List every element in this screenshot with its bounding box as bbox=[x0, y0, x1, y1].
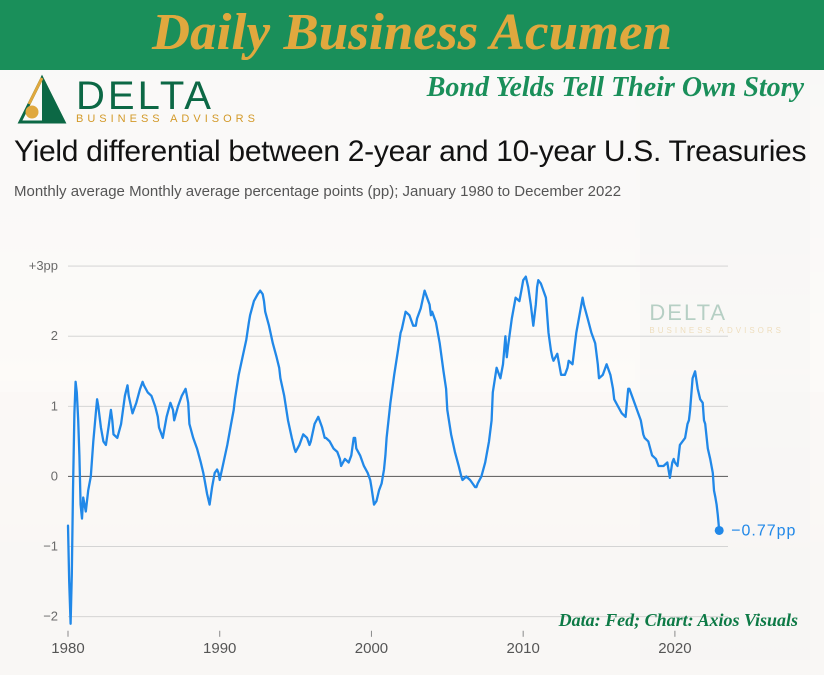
logo-brand-text: DELTA bbox=[76, 76, 259, 116]
chart-container: Yield differential between 2-year and 10… bbox=[14, 134, 810, 665]
svg-text:2020: 2020 bbox=[658, 640, 691, 657]
svg-text:−0.77pp: −0.77pp bbox=[731, 521, 796, 539]
svg-text:−1: −1 bbox=[43, 539, 58, 554]
delta-logo: DELTA BUSINESS ADVISORS bbox=[14, 72, 259, 128]
svg-text:1: 1 bbox=[51, 398, 58, 413]
svg-text:1980: 1980 bbox=[51, 640, 84, 657]
header-title: Daily Business Acumen bbox=[0, 0, 824, 66]
chart-svg: −2 −1 0 1 2 +3pp 1980 1990 2000 2010 2020 −0.77pp bbox=[14, 242, 810, 665]
logo-sub-text: BUSINESS ADVISORS bbox=[76, 114, 259, 125]
svg-text:−2: −2 bbox=[43, 609, 58, 624]
chart-plot: −2 −1 0 1 2 +3pp 1980 1990 2000 2010 2020 −0.77pp bbox=[14, 242, 810, 665]
chart-credit: Data: Fed; Chart: Axios Visuals bbox=[559, 610, 798, 631]
svg-text:+3pp: +3pp bbox=[29, 258, 58, 273]
header-subtitle: Bond Yelds Tell Their Own Story bbox=[427, 72, 804, 104]
delta-logo-icon bbox=[14, 72, 70, 128]
svg-text:2: 2 bbox=[51, 328, 58, 343]
svg-text:1990: 1990 bbox=[203, 640, 236, 657]
svg-text:2010: 2010 bbox=[506, 640, 539, 657]
svg-text:2000: 2000 bbox=[355, 640, 388, 657]
chart-subtitle: Monthly average Monthly average percenta… bbox=[14, 183, 810, 200]
chart-title: Yield differential between 2-year and 10… bbox=[14, 134, 810, 169]
svg-text:0: 0 bbox=[51, 468, 58, 483]
